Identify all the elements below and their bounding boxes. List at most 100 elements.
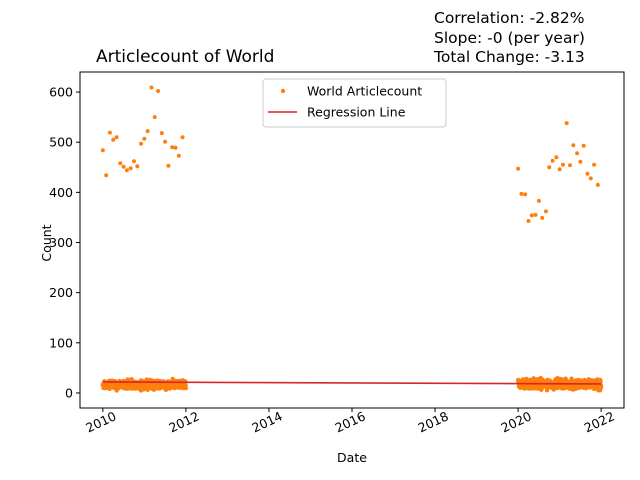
legend-marker-scatter: [280, 88, 286, 94]
data-point: [597, 388, 603, 393]
data-point: [544, 388, 550, 393]
data-point: [540, 215, 545, 220]
stats-total-change: Total Change: -3.13: [433, 48, 585, 66]
data-point: [121, 385, 126, 390]
data-point: [166, 163, 171, 168]
y-tick-label: 600: [49, 85, 73, 100]
data-point: [121, 164, 126, 169]
data-point: [554, 376, 559, 382]
x-tick-label: 2022: [582, 408, 617, 435]
x-tick-label: 2018: [416, 408, 451, 435]
data-point: [156, 89, 161, 94]
data-point: [149, 85, 154, 90]
data-point: [536, 198, 541, 203]
data-point: [176, 153, 181, 158]
x-tick-label: 2016: [333, 408, 368, 435]
x-tick-label: 2010: [83, 408, 118, 435]
data-point: [595, 377, 600, 382]
data-point: [592, 162, 597, 167]
data-point: [536, 386, 542, 391]
data-point: [585, 171, 590, 176]
data-point: [183, 385, 189, 391]
data-point: [114, 388, 119, 393]
y-tick-label: 300: [49, 235, 73, 250]
data-point: [163, 139, 168, 144]
data-point: [519, 191, 524, 196]
data-point: [131, 159, 136, 164]
data-point: [535, 376, 540, 382]
data-point: [570, 387, 576, 392]
chart-title: Articlecount of World: [96, 47, 274, 67]
data-point: [118, 161, 123, 166]
stats-correlation: Correlation: -2.82%: [434, 9, 584, 27]
data-point: [524, 376, 529, 382]
data-point: [520, 377, 526, 382]
data-point: [170, 145, 175, 150]
data-point: [531, 376, 536, 381]
data-point: [554, 155, 559, 160]
legend-label-line: Regression Line: [307, 105, 406, 120]
data-point: [147, 377, 153, 383]
data-point: [135, 164, 140, 169]
y-tick-label: 100: [49, 335, 73, 350]
data-point: [563, 376, 568, 381]
data-point: [529, 213, 534, 218]
data-point: [151, 383, 157, 388]
data-point: [139, 385, 144, 390]
data-point: [164, 387, 169, 392]
regression-line: [102, 381, 602, 385]
data-point: [586, 377, 591, 382]
data-point: [120, 382, 126, 387]
legend: World Articlecount Regression Line: [262, 78, 447, 128]
data-point: [144, 377, 149, 382]
y-tick-label: 500: [49, 135, 73, 150]
data-point: [109, 383, 114, 388]
data-point: [575, 151, 580, 156]
data-point: [554, 385, 559, 390]
data-point: [598, 379, 603, 385]
data-point: [180, 135, 185, 140]
data-point: [142, 136, 147, 141]
data-point: [547, 378, 553, 383]
data-point: [588, 176, 593, 181]
data-point: [124, 168, 129, 173]
plot-area: [100, 85, 604, 393]
data-point: [160, 384, 166, 389]
data-point: [111, 137, 116, 142]
data-point: [523, 192, 528, 197]
data-point: [564, 121, 569, 126]
stats-slope: Slope: -0 (per year): [434, 29, 585, 47]
data-point: [128, 166, 133, 171]
legend-box: [262, 78, 447, 128]
data-point: [558, 385, 564, 391]
data-point: [527, 385, 532, 390]
y-tick-label: 400: [49, 185, 73, 200]
data-point: [533, 212, 538, 217]
data-point: [571, 143, 576, 148]
data-point: [103, 382, 108, 387]
data-point: [591, 383, 597, 389]
data-point: [560, 162, 565, 167]
data-point: [518, 385, 523, 390]
data-point: [174, 384, 179, 389]
data-point: [595, 182, 600, 187]
legend-label-scatter: World Articlecount: [307, 84, 422, 99]
data-point: [173, 145, 178, 150]
data-point: [578, 159, 583, 164]
data-point: [152, 115, 157, 120]
data-point: [527, 378, 532, 384]
data-point: [572, 379, 577, 384]
data-point: [550, 158, 555, 163]
data-point: [145, 129, 150, 134]
data-point: [516, 166, 521, 171]
x-axis-title: Date: [337, 450, 367, 465]
data-point: [150, 386, 155, 391]
data-point: [543, 209, 548, 214]
y-tick-label: 200: [49, 285, 73, 300]
x-tick-label: 2014: [249, 408, 284, 435]
x-tick-label: 2020: [499, 408, 534, 435]
data-point: [568, 163, 573, 168]
data-point: [133, 384, 139, 390]
